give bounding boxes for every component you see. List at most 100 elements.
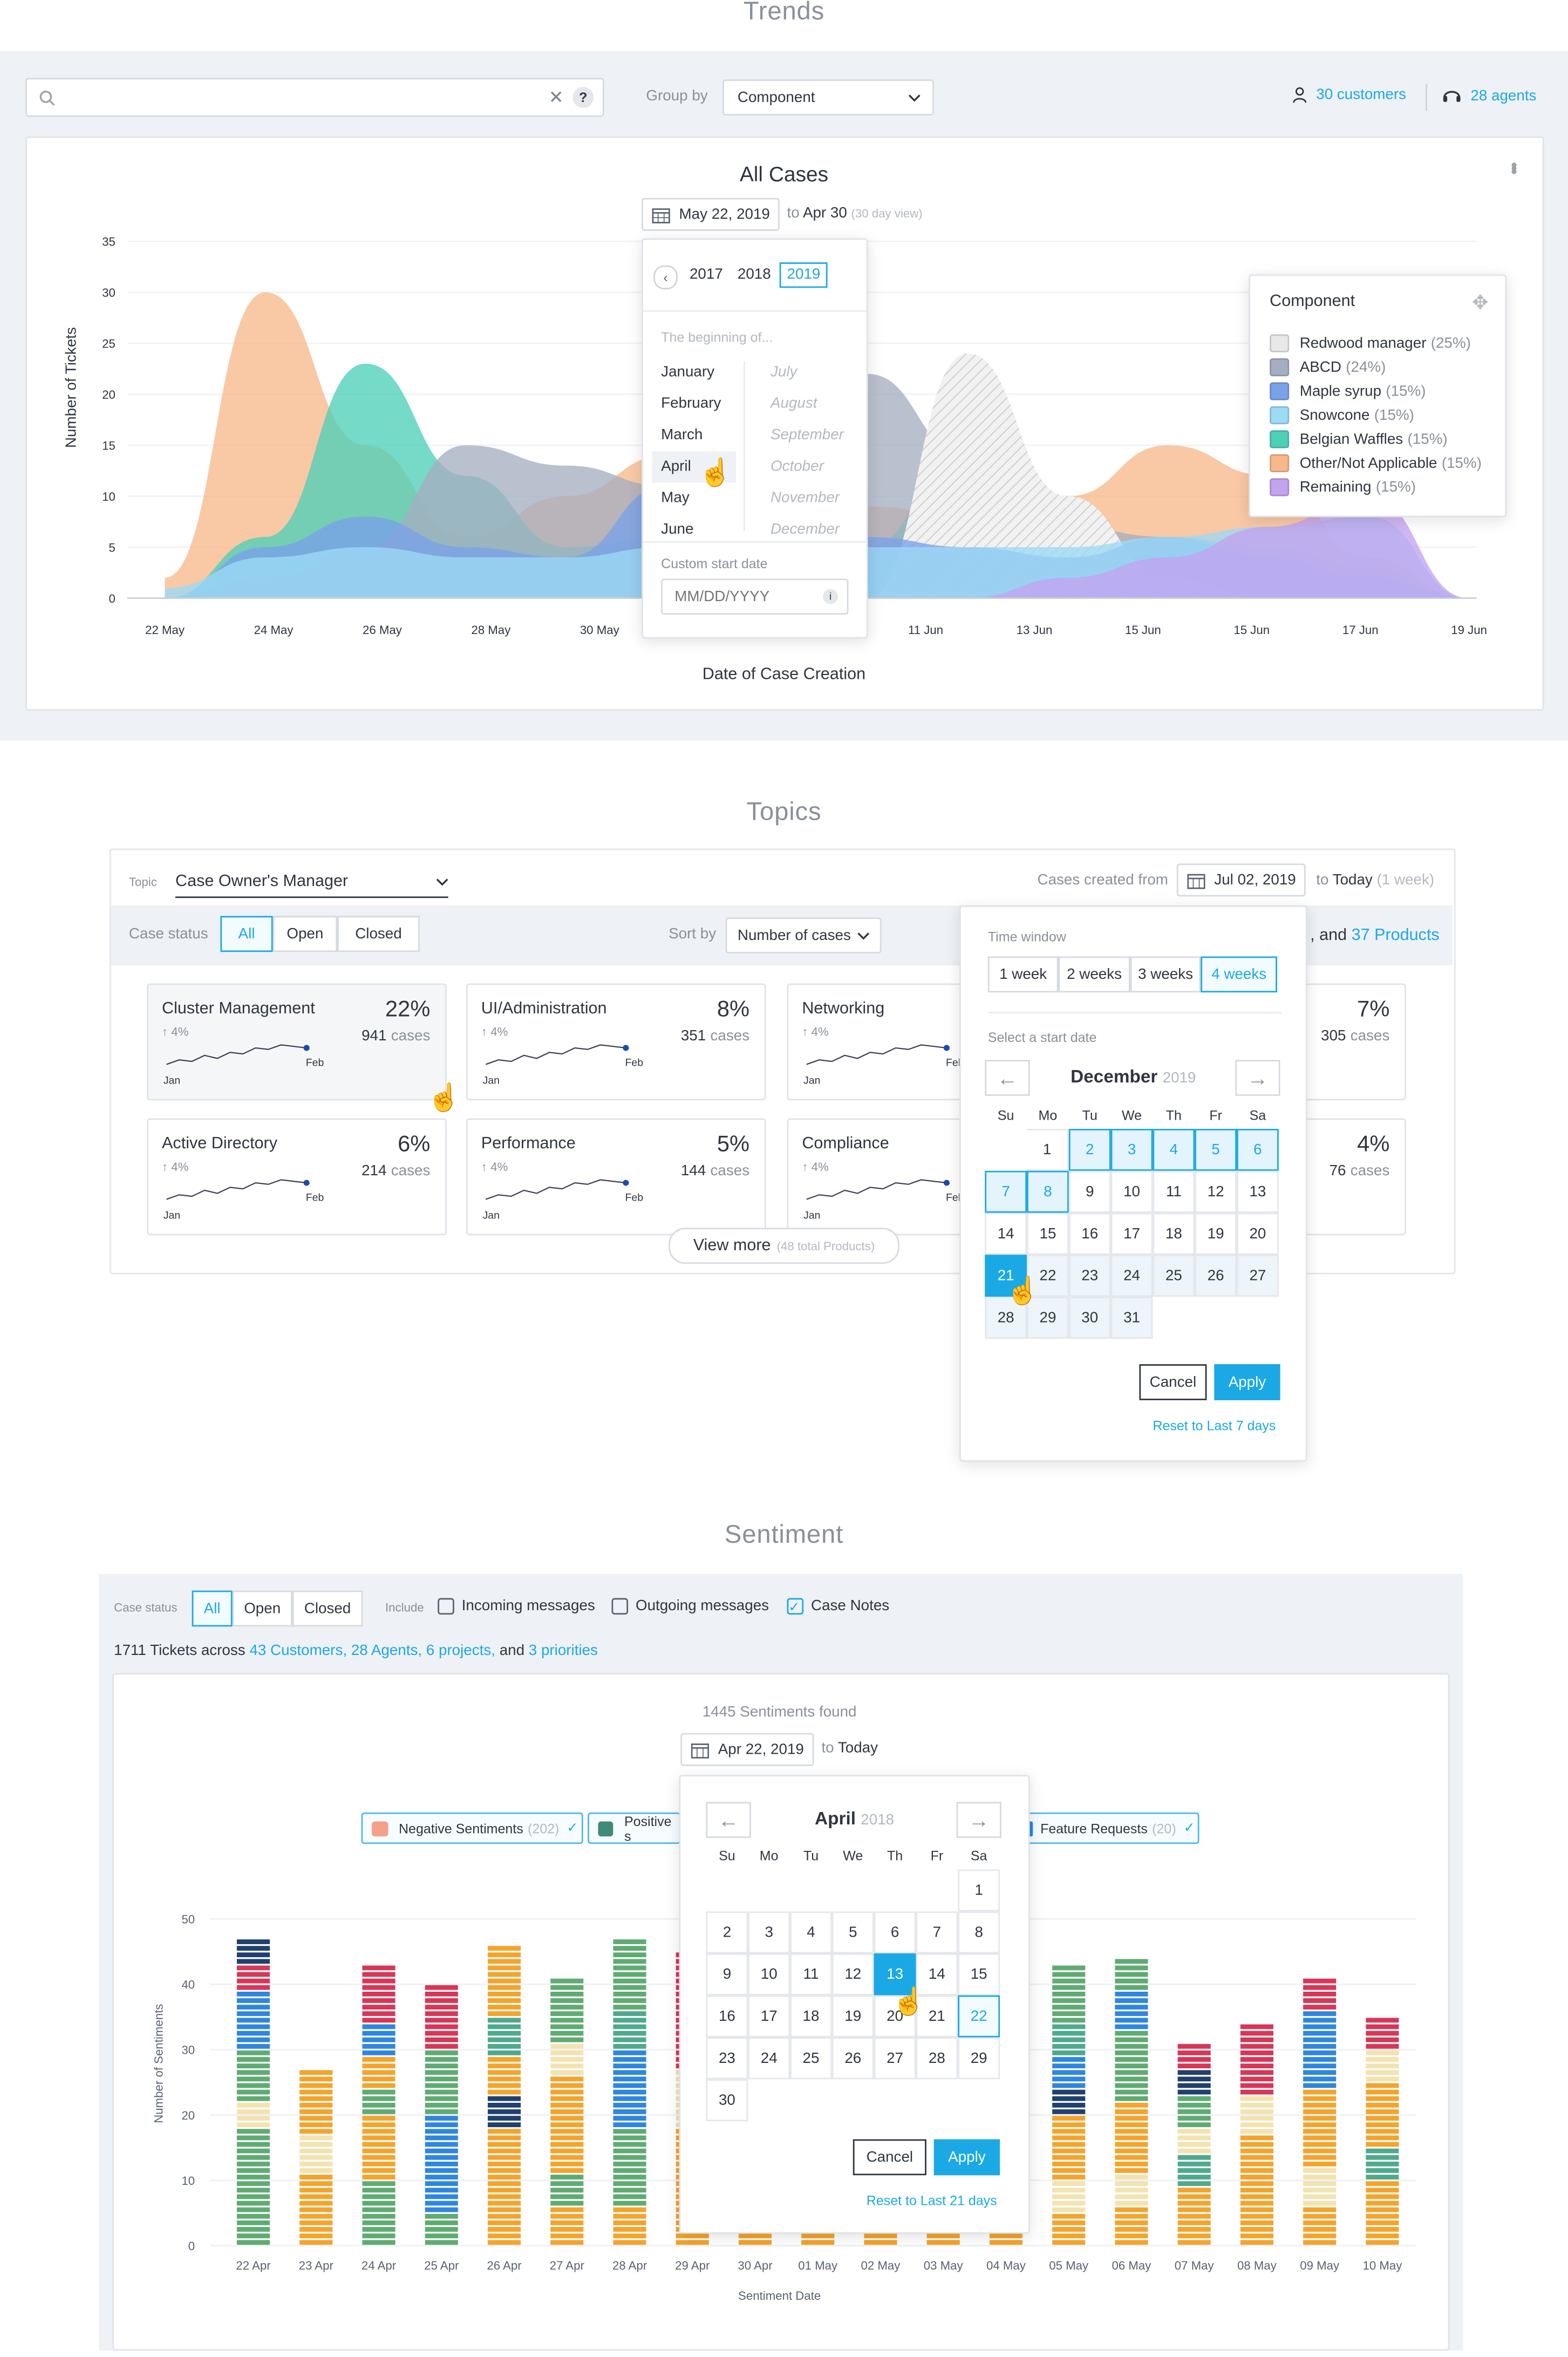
- calendar-day[interactable]: 5: [1195, 1128, 1237, 1171]
- calendar-day[interactable]: 2: [706, 1911, 748, 1953]
- topic-card[interactable]: Cluster Management 22% 941 cases ↑ 4% Jan Feb: [147, 983, 447, 1101]
- chip-positive[interactable]: Positive s: [588, 1812, 681, 1844]
- calendar-day[interactable]: 24: [1110, 1255, 1153, 1297]
- chip-negative[interactable]: Negative Sentiments (202) ✓: [361, 1812, 583, 1844]
- calendar-day[interactable]: 29: [958, 2037, 1000, 2080]
- month-october[interactable]: October: [770, 459, 824, 475]
- calendar-day[interactable]: 31: [1110, 1297, 1153, 1339]
- legend-item[interactable]: ABCD (24%): [1270, 355, 1482, 379]
- search-field[interactable]: [55, 87, 549, 107]
- calendar-day[interactable]: 24: [748, 2037, 790, 2080]
- topic-card[interactable]: Active Directory 6% 214 cases ↑ 4% Jan Feb: [147, 1118, 447, 1236]
- time-window-2-weeks[interactable]: 2 weeks: [1058, 956, 1130, 993]
- status-open[interactable]: Open: [272, 916, 338, 952]
- calendar-day[interactable]: 27: [1237, 1255, 1279, 1297]
- summary-priorities[interactable]: 3 priorities: [528, 1643, 598, 1660]
- month-august[interactable]: August: [770, 396, 817, 413]
- clear-icon[interactable]: ✕: [548, 87, 564, 108]
- month-february[interactable]: February: [661, 396, 721, 413]
- calendar-day[interactable]: 1: [958, 1869, 1000, 1912]
- arrow-right-icon[interactable]: →: [1235, 1060, 1280, 1096]
- calendar-day[interactable]: 7: [985, 1170, 1027, 1213]
- calendar-day[interactable]: 14: [985, 1212, 1027, 1255]
- year-2017[interactable]: 2017: [689, 267, 723, 284]
- apply-button[interactable]: Apply: [1214, 1364, 1280, 1400]
- calendar-day[interactable]: 16: [706, 1995, 748, 2038]
- move-icon[interactable]: ✥: [1472, 290, 1489, 314]
- case-notes-checkbox[interactable]: ✓: [787, 1598, 804, 1615]
- calendar-day[interactable]: 29: [1027, 1297, 1069, 1339]
- calendar-day[interactable]: 15: [1027, 1212, 1069, 1255]
- chevron-left-icon[interactable]: ‹: [653, 265, 678, 290]
- summary-links[interactable]: 43 Customers, 28 Agents, 6 projects,: [249, 1643, 495, 1660]
- calendar-day[interactable]: 12: [1195, 1170, 1237, 1213]
- calendar-day[interactable]: 1: [1027, 1128, 1069, 1171]
- calendar-day[interactable]: 25: [790, 2037, 832, 2080]
- custom-date-input[interactable]: i: [661, 578, 849, 615]
- month-march[interactable]: March: [661, 427, 703, 444]
- legend-item[interactable]: Snowcone (15%): [1270, 403, 1482, 427]
- arrow-right-icon[interactable]: →: [956, 1802, 1001, 1838]
- cancel-button[interactable]: Cancel: [853, 2139, 926, 2176]
- calendar-day[interactable]: 10: [748, 1953, 790, 1995]
- calendar-day[interactable]: 17: [1110, 1212, 1153, 1255]
- calendar-day[interactable]: 3: [748, 1911, 790, 1953]
- legend-item[interactable]: Remaining (15%): [1270, 475, 1482, 499]
- calendar-day[interactable]: 11: [790, 1953, 832, 1995]
- chip-feature-requests[interactable]: Feature Requests (20) ✓: [1022, 1812, 1199, 1844]
- sentiment-status-closed[interactable]: Closed: [292, 1590, 363, 1627]
- calendar-day[interactable]: 16: [1068, 1212, 1111, 1255]
- year-2019[interactable]: 2019: [779, 262, 828, 288]
- calendar-day[interactable]: 5: [831, 1911, 874, 1953]
- trends-date-from[interactable]: May 22, 2019: [642, 197, 780, 231]
- outgoing-checkbox[interactable]: [611, 1598, 629, 1615]
- calendar-day[interactable]: 21: [985, 1255, 1027, 1297]
- calendar-day[interactable]: 7: [916, 1911, 958, 1953]
- topics-date-from[interactable]: Jul 02, 2019: [1176, 863, 1306, 897]
- view-more-button[interactable]: View more (48 total Products): [669, 1228, 899, 1264]
- arrow-left-icon[interactable]: ←: [985, 1060, 1030, 1096]
- topic-select[interactable]: Case Owner's Manager: [175, 867, 448, 898]
- calendar-day[interactable]: 23: [1068, 1255, 1111, 1297]
- calendar-day[interactable]: 22: [1027, 1255, 1069, 1297]
- group-by-select[interactable]: Component: [722, 79, 934, 115]
- vertical-dots-icon[interactable]: •••: [1503, 162, 1525, 172]
- month-april[interactable]: April: [652, 451, 737, 483]
- calendar-day[interactable]: 28: [916, 2037, 958, 2080]
- calendar-day[interactable]: 12: [831, 1953, 874, 1995]
- calendar-day[interactable]: 28: [985, 1297, 1027, 1339]
- calendar-day[interactable]: 4: [1153, 1128, 1195, 1171]
- month-june[interactable]: June: [661, 521, 694, 539]
- time-window-4-weeks[interactable]: 4 weeks: [1201, 956, 1278, 993]
- sort-select[interactable]: Number of cases: [725, 917, 882, 953]
- outgoing-messages-option[interactable]: Outgoing messages: [611, 1598, 769, 1615]
- calendar-day[interactable]: 20: [874, 1995, 916, 2038]
- incoming-messages-option[interactable]: Incoming messages: [438, 1598, 595, 1615]
- topic-card[interactable]: UI/Administration 8% 351 cases ↑ 4% Jan Feb: [466, 983, 766, 1101]
- sentiment-status-open[interactable]: Open: [232, 1590, 292, 1627]
- legend-item[interactable]: Other/Not Applicable (15%): [1270, 451, 1482, 475]
- legend-item[interactable]: Redwood manager (25%): [1270, 331, 1482, 355]
- calendar-day[interactable]: 8: [1027, 1170, 1069, 1213]
- calendar-day[interactable]: 6: [1237, 1128, 1279, 1171]
- reset-link[interactable]: Reset to Last 21 days: [866, 2193, 997, 2209]
- legend-item[interactable]: Belgian Waffles (15%): [1270, 427, 1482, 451]
- calendar-day[interactable]: 10: [1110, 1170, 1153, 1213]
- time-window-1-week[interactable]: 1 week: [987, 956, 1059, 993]
- calendar-day[interactable]: 25: [1153, 1255, 1195, 1297]
- calendar-day[interactable]: 21: [916, 1995, 958, 2038]
- sentiment-date-from[interactable]: Apr 22, 2019: [680, 1733, 814, 1766]
- calendar-day[interactable]: 17: [748, 1995, 790, 2038]
- month-november[interactable]: November: [770, 490, 840, 507]
- custom-date-field[interactable]: [671, 587, 823, 607]
- reset-link[interactable]: Reset to Last 7 days: [1153, 1418, 1276, 1433]
- topic-card[interactable]: Performance 5% 144 cases ↑ 4% Jan Feb: [466, 1118, 766, 1236]
- calendar-day[interactable]: 26: [831, 2037, 874, 2080]
- calendar-day[interactable]: 20: [1237, 1212, 1279, 1255]
- cancel-button[interactable]: Cancel: [1139, 1364, 1207, 1400]
- calendar-day[interactable]: 14: [916, 1953, 958, 1995]
- sentiment-status-all[interactable]: All: [192, 1590, 233, 1627]
- calendar-day[interactable]: 13: [1237, 1170, 1279, 1213]
- month-december[interactable]: December: [770, 521, 840, 539]
- incoming-checkbox[interactable]: [438, 1598, 454, 1615]
